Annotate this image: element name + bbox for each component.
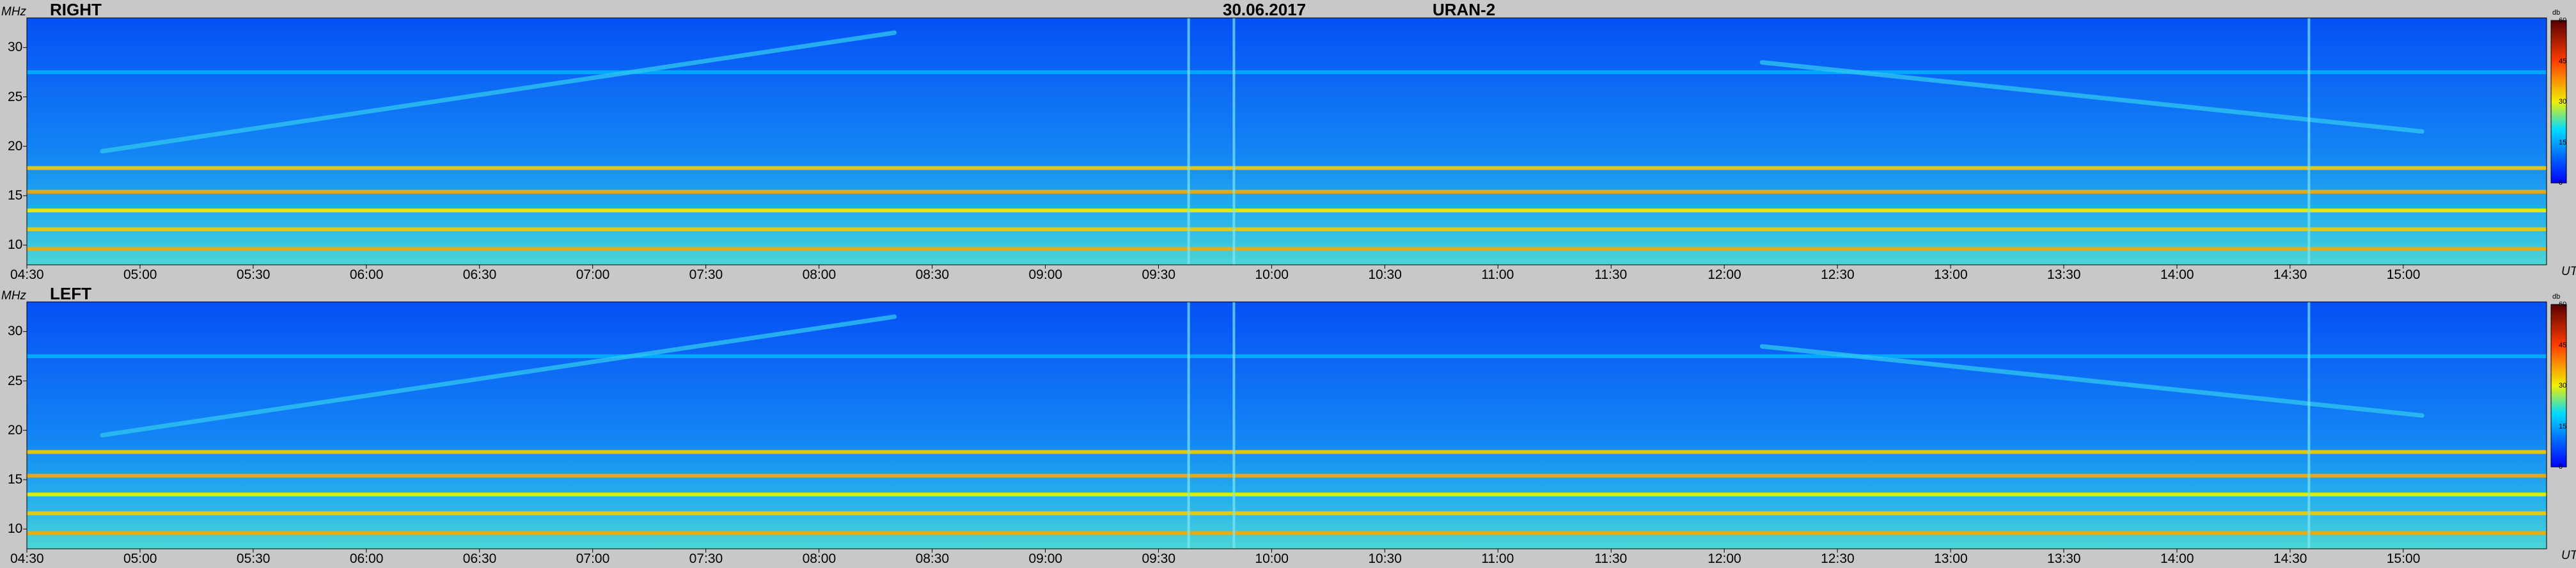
y-tick-label: 10: [8, 237, 23, 253]
y-tick-label: 20: [8, 138, 23, 154]
x-tick-label: 07:30: [689, 551, 723, 566]
y-axis-unit-right: MHz: [1, 5, 27, 19]
x-tick-label: 05:30: [236, 551, 271, 566]
band-13.5mhz: [27, 493, 2547, 497]
band-15.4mhz: [27, 473, 2547, 478]
y-tick-label: 25: [8, 373, 23, 388]
x-tick-label: 06:00: [349, 267, 384, 282]
panel-title-left: LEFT: [50, 284, 91, 303]
y-tick-label: 30: [8, 324, 23, 339]
x-tick-label: 09:30: [1142, 551, 1176, 566]
colorbar-tick-label: 0: [2559, 179, 2563, 187]
x-tick-label: 06:30: [462, 267, 497, 282]
drifting-feature-2: [1759, 343, 2424, 418]
band-13.5mhz: [27, 209, 2547, 213]
x-axis-unit-left: UT: [2561, 549, 2576, 562]
x-tick-label: 07:00: [576, 267, 610, 282]
x-tick-label: 14:30: [2273, 551, 2307, 566]
x-tick-label: 07:00: [576, 551, 610, 566]
x-tick-label: 13:30: [2047, 551, 2081, 566]
panel-title-right: RIGHT: [50, 0, 102, 19]
x-tick-label: 10:30: [1368, 267, 1402, 282]
y-tick-label: 10: [8, 521, 23, 537]
colorbar-tick-label: 60: [2559, 301, 2567, 308]
plot-area: [27, 18, 2547, 265]
x-tick-label: 09:00: [1028, 551, 1063, 566]
date-title: 30.06.2017: [1223, 0, 1307, 19]
spectrogram-right: [23, 17, 2567, 269]
x-tick-label: 04:30: [10, 267, 44, 282]
x-tick-label: 05:00: [123, 551, 157, 566]
colorbar-unit: db: [2552, 9, 2561, 17]
x-tick-label: 08:30: [915, 551, 950, 566]
band-9.6mhz: [27, 531, 2547, 535]
x-tick-label: 08:00: [802, 267, 836, 282]
x-tick-label: 11:00: [1481, 551, 1514, 566]
band-17.8mhz: [27, 166, 2547, 170]
x-tick-label: 11:30: [1594, 551, 1628, 566]
x-tick-label: 08:30: [915, 267, 950, 282]
x-tick-label: 14:00: [2160, 267, 2194, 282]
x-tick-label: 15:00: [2386, 267, 2421, 282]
x-tick-label: 11:00: [1481, 267, 1514, 282]
drifting-feature-1: [100, 314, 897, 438]
x-tick-label: 06:00: [349, 551, 384, 566]
y-tick-label: 30: [8, 40, 23, 55]
colorbar-tick-label: 45: [2559, 341, 2567, 349]
band-11.6mhz: [27, 511, 2547, 516]
x-tick-label: 14:00: [2160, 551, 2194, 566]
colorbar-unit: db: [2552, 293, 2561, 301]
x-tick-label: 13:30: [2047, 267, 2081, 282]
y-tick-label: 15: [8, 187, 23, 203]
y-tick-label: 25: [8, 89, 23, 104]
plot-area: [27, 302, 2547, 549]
x-tick-label: 12:30: [1821, 267, 1855, 282]
x-axis-unit-right: UT: [2561, 265, 2576, 278]
x-tick-label: 11:30: [1594, 267, 1628, 282]
x-tick-label: 09:30: [1142, 267, 1176, 282]
x-tick-label: 09:00: [1028, 267, 1063, 282]
band-27.5mhz: [27, 354, 2547, 358]
colorbar-tick-label: 30: [2559, 98, 2567, 106]
y-axis-unit-left: MHz: [1, 289, 27, 303]
plot-frame: [26, 17, 2547, 265]
plot-frame: [26, 301, 2547, 549]
x-tick-label: 08:00: [802, 551, 836, 566]
band-9.6mhz: [27, 247, 2547, 251]
y-tick-label: 20: [8, 422, 23, 438]
x-tick-label: 10:00: [1255, 551, 1289, 566]
x-tick-label: 05:30: [236, 267, 271, 282]
colorbar-tick-label: 45: [2559, 57, 2567, 65]
colorbar-tick-label: 15: [2559, 138, 2567, 146]
x-tick-label: 12:00: [1708, 267, 1741, 282]
y-tick-label: 15: [8, 471, 23, 487]
x-tick-label: 04:30: [10, 551, 44, 566]
colorbar-tick-label: 30: [2559, 382, 2567, 390]
x-tick-label: 12:30: [1821, 551, 1855, 566]
band-27.5mhz: [27, 70, 2547, 74]
spectrogram-left: [23, 301, 2567, 553]
x-tick-label: 05:00: [123, 267, 157, 282]
band-15.4mhz: [27, 189, 2547, 194]
x-tick-label: 07:30: [689, 267, 723, 282]
colorbar: [2550, 304, 2567, 468]
x-tick-label: 13:00: [1934, 267, 1968, 282]
colorbar-tick-label: 15: [2559, 422, 2567, 430]
colorbar-tick-label: 0: [2559, 463, 2563, 471]
x-tick-label: 14:30: [2273, 267, 2307, 282]
colorbar-tick-label: 60: [2559, 17, 2567, 24]
band-11.6mhz: [27, 227, 2547, 232]
drifting-feature-2: [1759, 59, 2424, 134]
drifting-feature-1: [100, 30, 897, 154]
colorbar: [2550, 20, 2567, 184]
band-17.8mhz: [27, 450, 2547, 454]
x-tick-label: 15:00: [2386, 551, 2421, 566]
instrument-title: URAN-2: [1433, 0, 1496, 19]
x-tick-label: 06:30: [462, 551, 497, 566]
x-tick-label: 13:00: [1934, 551, 1968, 566]
x-tick-label: 12:00: [1708, 551, 1741, 566]
x-tick-label: 10:00: [1255, 267, 1289, 282]
x-tick-label: 10:30: [1368, 551, 1402, 566]
